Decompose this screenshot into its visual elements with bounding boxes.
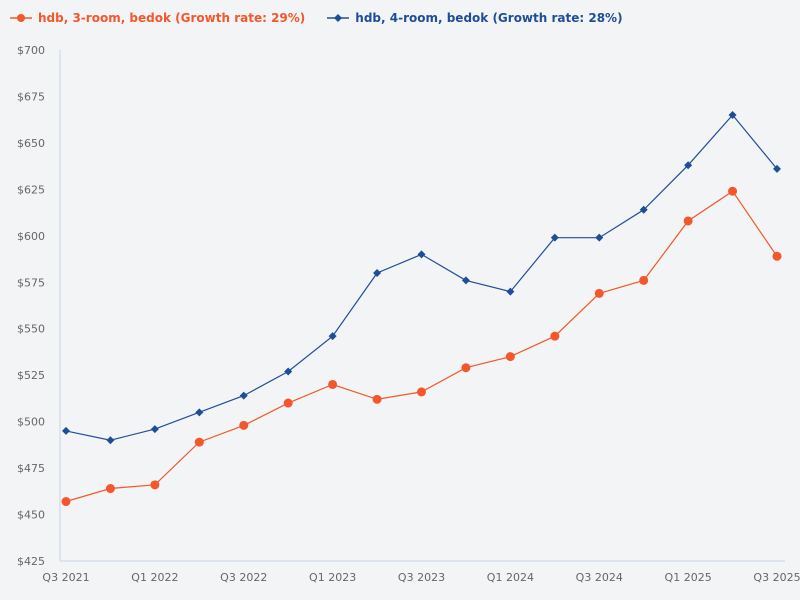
data-point[interactable] bbox=[328, 332, 337, 341]
data-point[interactable] bbox=[61, 497, 71, 507]
y-tick-label: $475 bbox=[17, 462, 45, 475]
x-tick-label: Q1 2024 bbox=[487, 571, 534, 584]
data-point[interactable] bbox=[195, 408, 204, 417]
y-tick-label: $625 bbox=[17, 183, 45, 196]
data-point[interactable] bbox=[728, 186, 738, 196]
x-tick-label: Q3 2021 bbox=[42, 571, 89, 584]
data-point[interactable] bbox=[62, 426, 70, 435]
x-tick-label: Q3 2023 bbox=[398, 571, 445, 584]
y-tick-label: $575 bbox=[17, 276, 45, 289]
data-point[interactable] bbox=[506, 287, 515, 296]
data-point[interactable] bbox=[239, 391, 248, 400]
data-point[interactable] bbox=[373, 268, 382, 277]
x-tick-label: Q3 2025 bbox=[753, 571, 800, 584]
data-point[interactable] bbox=[773, 164, 781, 173]
data-point[interactable] bbox=[550, 233, 559, 242]
data-point[interactable] bbox=[105, 484, 115, 494]
y-tick-label: $600 bbox=[17, 230, 45, 243]
circle-marker-icon bbox=[10, 14, 32, 22]
data-point[interactable] bbox=[283, 398, 293, 408]
y-tick-label: $675 bbox=[17, 90, 45, 103]
series-line bbox=[65, 190, 778, 503]
data-point[interactable] bbox=[328, 379, 338, 389]
y-tick-label: $425 bbox=[17, 555, 45, 568]
x-axis: Q3 2021 Q1 2022 Q3 2022 Q1 2023 Q3 2023 Q1 20… bbox=[42, 560, 800, 584]
x-tick-label: Q1 2023 bbox=[309, 571, 356, 584]
data-point[interactable] bbox=[728, 111, 737, 120]
y-tick-label: $500 bbox=[17, 416, 45, 429]
x-tick-label: Q3 2024 bbox=[576, 571, 623, 584]
data-point[interactable] bbox=[684, 161, 693, 170]
y-tick-label: $525 bbox=[17, 369, 45, 382]
data-point[interactable] bbox=[284, 367, 293, 376]
data-point[interactable] bbox=[505, 352, 515, 362]
data-point[interactable] bbox=[194, 437, 204, 447]
data-point[interactable] bbox=[594, 288, 604, 298]
data-point[interactable] bbox=[461, 363, 471, 373]
legend-label: hdb, 4-room, bedok (Growth rate: 28%) bbox=[355, 11, 623, 25]
x-tick-label: Q3 2022 bbox=[220, 571, 267, 584]
legend-label: hdb, 3-room, bedok (Growth rate: 29%) bbox=[38, 11, 306, 25]
x-tick-label: Q1 2025 bbox=[665, 571, 712, 584]
legend-item-3-room[interactable]: hdb, 3-room, bedok (Growth rate: 29%) bbox=[10, 11, 305, 25]
data-point[interactable] bbox=[772, 251, 782, 261]
data-point[interactable] bbox=[150, 425, 159, 434]
data-point[interactable] bbox=[150, 480, 160, 490]
y-axis: $425 $450 $475 $500 $525 $550 $575 $600 $625 $650… bbox=[17, 44, 61, 568]
series-3-room bbox=[61, 186, 782, 507]
diamond-marker-icon bbox=[327, 14, 350, 22]
data-point[interactable] bbox=[372, 394, 382, 404]
series-layer bbox=[61, 111, 782, 507]
data-point[interactable] bbox=[683, 216, 693, 226]
series-4-room bbox=[62, 111, 781, 445]
data-point[interactable] bbox=[417, 387, 426, 397]
data-point[interactable] bbox=[639, 275, 649, 285]
data-point[interactable] bbox=[106, 436, 115, 445]
data-point[interactable] bbox=[595, 233, 604, 242]
legend-item-4-room[interactable]: hdb, 4-room, bedok (Growth rate: 28%) bbox=[327, 11, 623, 25]
x-tick-label: Q1 2022 bbox=[131, 571, 178, 584]
y-tick-label: $700 bbox=[17, 44, 45, 57]
data-point[interactable] bbox=[417, 250, 426, 259]
y-tick-label: $450 bbox=[17, 509, 45, 522]
data-point[interactable] bbox=[550, 331, 560, 341]
y-tick-label: $650 bbox=[17, 137, 45, 150]
data-point[interactable] bbox=[639, 205, 648, 214]
data-point[interactable] bbox=[239, 420, 249, 430]
legend: hdb, 3-room, bedok (Growth rate: 29%) hd… bbox=[10, 8, 623, 28]
y-tick-label: $550 bbox=[17, 323, 45, 336]
data-point[interactable] bbox=[461, 276, 470, 285]
